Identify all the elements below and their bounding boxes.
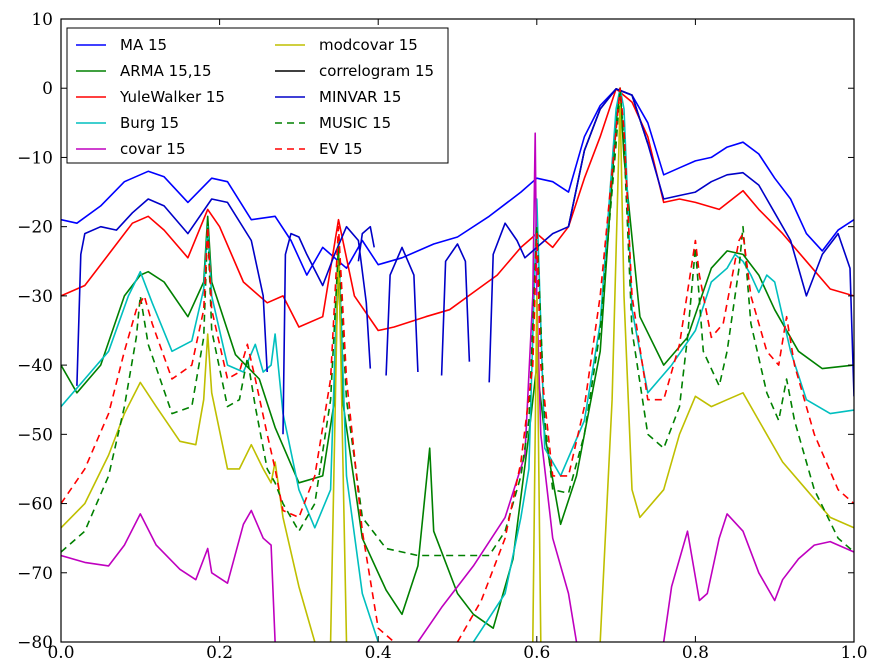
series-line-7-segment-5 <box>488 88 854 397</box>
legend-label: MUSIC 15 <box>319 114 391 132</box>
series-line-7-segment-2 <box>357 225 375 262</box>
series-line-4-segment-0 <box>61 509 276 642</box>
series-line-2-segment-0 <box>61 88 854 332</box>
series-line-9-segment-1 <box>456 87 854 642</box>
legend: MA 15 ARMA 15,15 YuleWalker 15 Burg 15 covar… <box>66 27 449 164</box>
x-tick-label: 0.4 <box>365 643 392 661</box>
legend-label: correlogram 15 <box>319 62 434 80</box>
series-line-7-segment-1 <box>282 225 372 435</box>
series-line-5-segment-2 <box>532 295 542 642</box>
series-line-9-segment-0 <box>61 225 395 642</box>
legend-label: covar 15 <box>120 140 186 158</box>
series-line-7-segment-4 <box>440 243 471 376</box>
legend-label: Burg 15 <box>120 114 179 132</box>
series-line-4-segment-1 <box>417 132 578 642</box>
y-tick-label: −20 <box>17 218 53 238</box>
y-tick-label: −70 <box>17 564 53 584</box>
legend-label: YuleWalker 15 <box>119 88 225 106</box>
y-tick-label: 10 <box>31 10 53 30</box>
x-tick-label: 1.0 <box>840 643 867 661</box>
legend-label: MA 15 <box>120 36 167 54</box>
series-line-7-segment-0 <box>76 198 268 386</box>
y-tick-label: −80 <box>17 633 53 653</box>
axis-tick-labels: 0.0 0.2 0.4 0.6 0.8 1.0 10 0 −10 −20 −30 −40 −50 −60 −… <box>17 10 867 661</box>
y-tick-label: −30 <box>17 287 53 307</box>
axis-ticks <box>60 18 855 643</box>
y-tick-label: −50 <box>17 425 53 445</box>
x-tick-label: 0.0 <box>47 643 74 661</box>
y-tick-label: −60 <box>17 495 53 515</box>
legend-label: modcovar 15 <box>319 36 418 54</box>
y-tick-label: 0 <box>42 79 53 99</box>
legend-label: EV 15 <box>319 140 363 158</box>
series-line-5-segment-3 <box>599 101 854 642</box>
series-line-4-segment-2 <box>662 513 854 642</box>
series-layer <box>61 87 854 642</box>
series-line-3-segment-1 <box>472 87 854 642</box>
y-tick-label: −10 <box>17 148 53 168</box>
x-tick-label: 0.2 <box>206 643 233 661</box>
series-line-7-segment-3 <box>385 246 419 376</box>
legend-label: MINVAR 15 <box>319 88 401 106</box>
x-tick-label: 0.8 <box>682 643 709 661</box>
legend-label: ARMA 15,15 <box>120 62 212 80</box>
x-tick-label: 0.6 <box>523 643 550 661</box>
series-line-0-segment-0 <box>61 88 854 276</box>
legend-box <box>66 27 449 164</box>
y-tick-label: −40 <box>17 356 53 376</box>
series-line-3-segment-0 <box>61 225 379 642</box>
plot-frame <box>60 18 855 643</box>
